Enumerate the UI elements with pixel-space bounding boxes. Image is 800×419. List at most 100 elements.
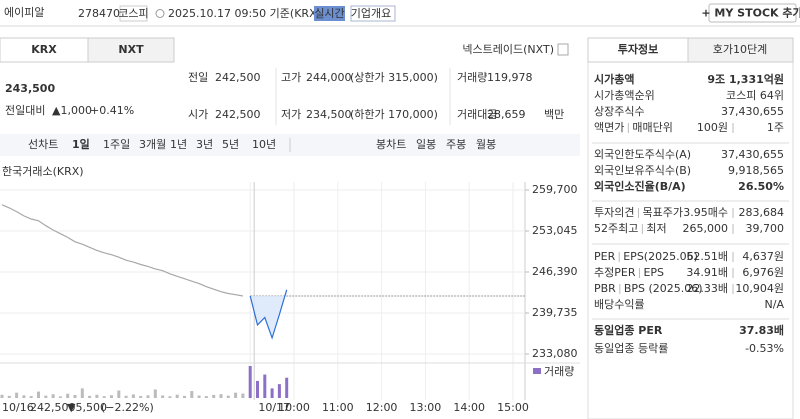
quote-value: 242,500 bbox=[215, 108, 261, 121]
period-option[interactable]: 주봉 bbox=[446, 138, 466, 151]
info-label: BPS (2025.06) bbox=[624, 282, 703, 295]
volume-legend-swatch bbox=[533, 368, 541, 374]
info-label: 시가총액순위 bbox=[594, 89, 655, 102]
volume-bar bbox=[277, 384, 281, 398]
info-value: 37,430,655 bbox=[721, 148, 784, 161]
volume-bar bbox=[80, 388, 84, 398]
x-tick-label: 14:00 bbox=[453, 401, 485, 414]
realtime-tag bbox=[314, 6, 345, 21]
period-option[interactable]: 1년 bbox=[170, 138, 187, 151]
y-tick-label: 253,045 bbox=[532, 224, 578, 237]
volume-bar bbox=[124, 395, 128, 398]
orderbook-tab[interactable] bbox=[687, 37, 794, 63]
info-value: 39,700 bbox=[746, 222, 785, 235]
volume-bar bbox=[37, 391, 40, 398]
volume-bar bbox=[66, 393, 70, 398]
quote-value: 244,000 bbox=[306, 71, 352, 84]
volume-bar bbox=[110, 395, 113, 398]
info-value: 22.33배 bbox=[686, 282, 728, 295]
company-menu-text[interactable]: 기업개요 bbox=[351, 7, 391, 20]
volume-bar bbox=[219, 394, 223, 398]
info-value: 283,684 bbox=[739, 206, 785, 219]
info-label: 동일업종 PER bbox=[594, 323, 663, 337]
change-amount: ▲1,000 bbox=[52, 104, 92, 117]
info-value: 37,430,655 bbox=[721, 105, 784, 118]
volume-bar bbox=[0, 394, 4, 398]
tab-label[interactable]: 호가10단계 bbox=[713, 43, 767, 56]
volume-bar bbox=[197, 395, 201, 398]
period-option[interactable]: 일봉 bbox=[416, 137, 436, 151]
volume-bar bbox=[263, 374, 267, 398]
volume-bar bbox=[73, 395, 77, 398]
period-option[interactable]: 3년 bbox=[196, 138, 213, 151]
volume-bar bbox=[175, 394, 179, 398]
volume-bar bbox=[153, 389, 157, 398]
volume-bar bbox=[256, 380, 259, 398]
volume-bar bbox=[29, 396, 33, 398]
x-tick-label: 15:00 bbox=[497, 401, 529, 414]
quote-value: 28,659 bbox=[487, 108, 526, 121]
quote-value: 242,500 bbox=[215, 71, 261, 84]
chart-source: 한국거래소(KRX) bbox=[2, 165, 84, 178]
volume-bar bbox=[51, 394, 55, 398]
volume-bar bbox=[226, 395, 230, 398]
timestamp: 2025.10.17 09:50 기준(KRX 장중) bbox=[168, 7, 345, 20]
volume-bar bbox=[270, 388, 274, 398]
volume-bar bbox=[234, 392, 238, 398]
x-tick-label: 10/17 bbox=[258, 401, 290, 414]
x-tick-label: 11:00 bbox=[322, 401, 354, 414]
period-option[interactable]: 1주일 bbox=[103, 137, 130, 151]
quote-label: 고가 bbox=[281, 71, 301, 84]
info-value: 9,918,565 bbox=[728, 164, 784, 177]
volume-bar bbox=[22, 395, 26, 398]
tab-label[interactable]: 투자정보 bbox=[618, 42, 658, 56]
invest-tab[interactable] bbox=[587, 37, 689, 63]
current-price: 243,500 bbox=[5, 82, 55, 95]
volume-bar bbox=[88, 395, 92, 398]
info-label: 시가총액 bbox=[594, 72, 634, 86]
volume-label: 거래량 bbox=[544, 365, 574, 378]
info-value: 4,637원 bbox=[742, 250, 784, 263]
volume-bar bbox=[161, 395, 165, 398]
volume-bar bbox=[241, 393, 245, 398]
y-tick-label: 259,700 bbox=[532, 183, 578, 196]
period-option[interactable]: 1일 bbox=[72, 137, 90, 151]
market-tag bbox=[119, 5, 148, 22]
volume-bar bbox=[44, 395, 48, 398]
period-option[interactable]: 3개월 bbox=[139, 138, 166, 151]
info-label: 외국인보유주식수(B) bbox=[594, 164, 691, 177]
market-tag-text: 코스피 bbox=[118, 7, 148, 20]
info-value: N/A bbox=[765, 298, 785, 311]
info-value: 코스피 64위 bbox=[726, 89, 784, 102]
tab-label[interactable]: NXT bbox=[118, 43, 144, 56]
realtime-tag-text: 실시간 bbox=[314, 7, 344, 20]
tab-label[interactable]: KRX bbox=[31, 43, 57, 56]
volume-bar bbox=[15, 392, 19, 398]
info-label: 추정PER bbox=[594, 266, 636, 279]
quote-note: 백만 bbox=[544, 108, 564, 121]
mystock-button-text[interactable]: + MY STOCK 추가 bbox=[701, 6, 800, 20]
change-label: 전일대비 bbox=[5, 103, 45, 117]
quote-label: 시가 bbox=[188, 108, 208, 121]
x-tick-label: 10:00 bbox=[278, 401, 310, 414]
period-option[interactable]: 5년 bbox=[222, 138, 239, 151]
period-group-label: 선차트 bbox=[28, 138, 58, 151]
mystock-button[interactable] bbox=[708, 3, 797, 23]
volume-bar bbox=[204, 396, 208, 398]
volume-bar bbox=[95, 394, 99, 398]
nxt-link[interactable]: 넥스트레이드(NXT) bbox=[462, 43, 554, 56]
quote-label: 거래대금 bbox=[457, 108, 497, 121]
info-value: 1주 bbox=[767, 121, 784, 134]
period-option[interactable]: 10년 bbox=[252, 138, 276, 151]
today-area bbox=[250, 289, 287, 338]
info-value: 3.95매수 bbox=[683, 206, 728, 219]
stock-name: 에이피알 bbox=[4, 5, 44, 19]
info-label: 투자의견 bbox=[594, 206, 634, 219]
info-label: EPS(2025.06) bbox=[623, 250, 698, 263]
info-value: 9조 1,331억원 bbox=[707, 72, 784, 86]
company-menu[interactable] bbox=[350, 5, 396, 22]
period-option[interactable]: 월봉 bbox=[476, 138, 496, 151]
tab-nxt[interactable] bbox=[87, 37, 175, 63]
volume-bar bbox=[139, 395, 143, 398]
volume-bar bbox=[183, 395, 186, 398]
